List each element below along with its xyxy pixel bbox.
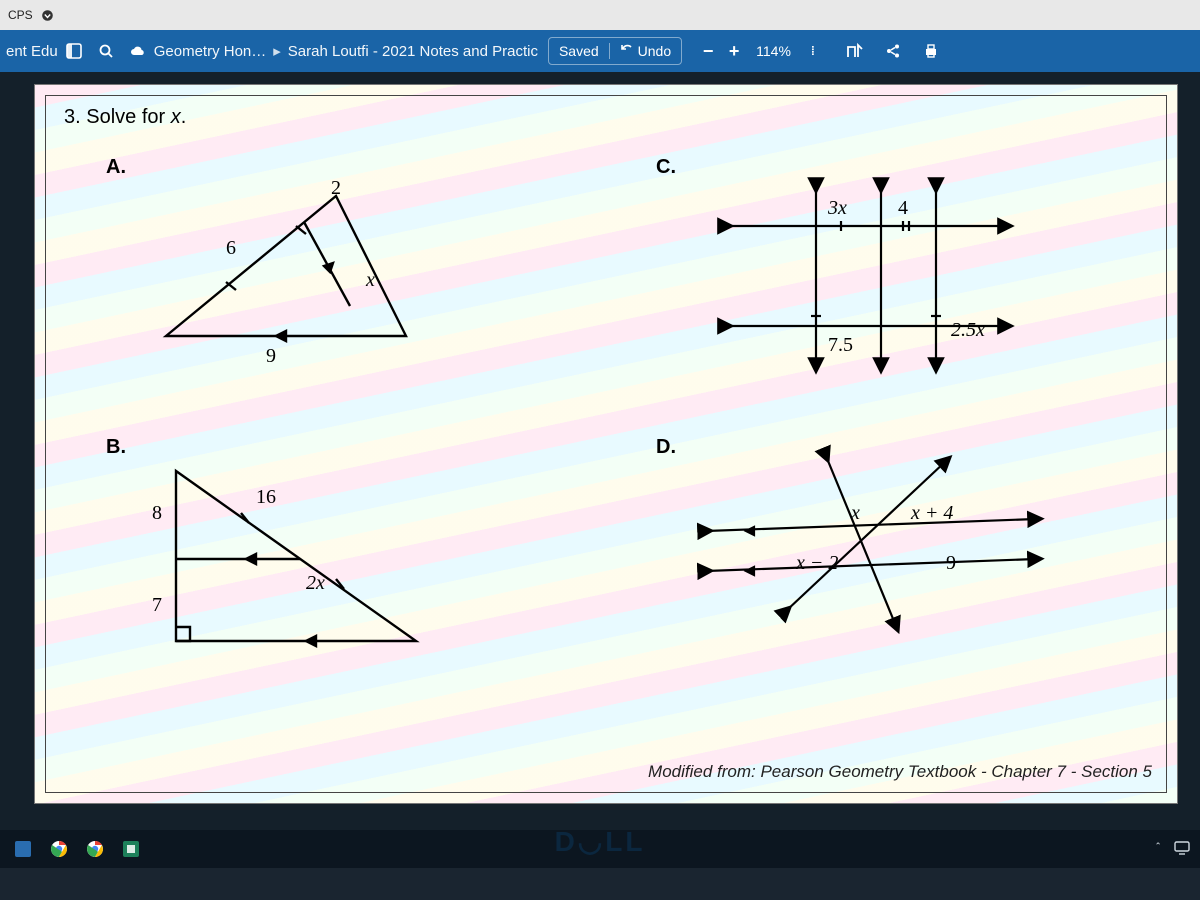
A-left: 6 xyxy=(226,237,236,259)
label-D: D. xyxy=(656,436,676,459)
diagram-A: 2 6 9 x xyxy=(156,176,426,366)
label-A: A. xyxy=(106,156,126,179)
zoom-out-button[interactable]: − xyxy=(696,39,720,63)
breadcrumb-sep: ▸ xyxy=(273,42,281,60)
tray-chevron-icon[interactable]: ＾ xyxy=(1152,841,1164,858)
breadcrumb-course[interactable]: Geometry Hon… xyxy=(154,43,267,60)
source-footer: Modified from: Pearson Geometry Textbook… xyxy=(648,762,1152,782)
B-hyp: 16 xyxy=(256,486,276,508)
annotate-icon[interactable] xyxy=(841,37,869,65)
toolbar-left-label: ent Edu xyxy=(6,43,58,60)
A-right: x xyxy=(365,269,375,291)
B-lu: 8 xyxy=(152,502,162,524)
diagram-C: 3x 4 7.5 2.5x xyxy=(706,166,1046,376)
undo-label: Undo xyxy=(638,43,671,59)
zoom-menu-button[interactable]: ⁞ xyxy=(801,39,825,63)
B-ll: 7 xyxy=(152,594,162,616)
app-dropdown-icon[interactable] xyxy=(41,9,54,22)
watermark: D◡LL xyxy=(555,825,646,858)
share-icon[interactable] xyxy=(879,37,907,65)
C-tr: 4 xyxy=(898,197,908,219)
undo-icon xyxy=(620,44,634,58)
document-viewport: 3. Solve for x. A. B. C. D. 2 xyxy=(0,72,1200,830)
breadcrumb-doc[interactable]: Sarah Loutfi - 2021 Notes and Practic xyxy=(288,43,538,60)
label-C: C. xyxy=(656,156,676,179)
taskbar-chrome-1[interactable] xyxy=(46,836,72,862)
system-tray[interactable]: ＾ xyxy=(1152,841,1190,858)
cloud-icon[interactable] xyxy=(124,37,152,65)
question-end: . xyxy=(181,106,187,128)
tray-display-icon[interactable] xyxy=(1174,841,1190,858)
label-B: B. xyxy=(106,436,126,459)
taskbar-app-1[interactable] xyxy=(10,836,36,862)
zoom-value: 114% xyxy=(748,43,799,59)
diagram-B: 16 8 7 2x xyxy=(146,451,436,671)
C-bl: 7.5 xyxy=(828,334,853,356)
question-text: 3. Solve for xyxy=(64,106,171,128)
question-var: x xyxy=(171,106,181,128)
C-tl: 3x xyxy=(827,197,847,219)
sidebar-toggle-button[interactable] xyxy=(60,37,88,65)
saved-indicator: Saved xyxy=(549,43,609,59)
B-mid: 2x xyxy=(306,572,325,594)
D-ul: x xyxy=(850,502,860,524)
diagram-D: x x + 4 x − 2 9 xyxy=(686,441,1066,641)
print-icon[interactable] xyxy=(917,37,945,65)
D-ur: x + 4 xyxy=(910,502,953,524)
zoom-in-button[interactable]: + xyxy=(722,39,746,63)
taskbar-chrome-2[interactable] xyxy=(82,836,108,862)
app-label: CPS xyxy=(8,8,33,22)
D-lr: 9 xyxy=(946,552,956,574)
os-menubar: CPS xyxy=(0,0,1200,30)
toolbar-right-icons xyxy=(839,37,947,65)
taskbar-app-4[interactable] xyxy=(118,836,144,862)
save-undo-group: Saved Undo xyxy=(548,37,682,65)
page: 3. Solve for x. A. B. C. D. 2 xyxy=(34,84,1178,804)
D-ll: x − 2 xyxy=(795,552,838,574)
zoom-group: − + 114% ⁞ xyxy=(696,39,825,63)
question-title: 3. Solve for x. xyxy=(64,106,186,129)
undo-button[interactable]: Undo xyxy=(609,43,681,59)
search-button[interactable] xyxy=(92,37,120,65)
page-inner-frame: 3. Solve for x. A. B. C. D. 2 xyxy=(45,95,1167,793)
A-base: 9 xyxy=(266,345,276,367)
A-top: 2 xyxy=(331,177,341,199)
C-br: 2.5x xyxy=(951,319,985,341)
app-toolbar: ent Edu Geometry Hon… ▸ Sarah Loutfi - 2… xyxy=(0,30,1200,72)
